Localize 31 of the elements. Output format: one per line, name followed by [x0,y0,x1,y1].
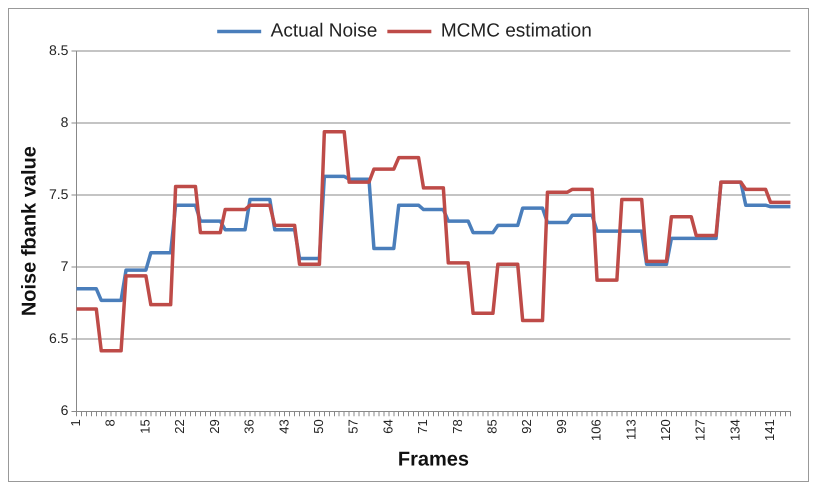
x-axis-title: Frames [398,448,470,471]
x-tick-label: 50 [310,419,326,434]
x-tick-label: 141 [762,419,778,442]
x-tick-label: 120 [658,419,674,442]
legend-label: MCMC estimation [440,20,592,42]
y-tick-label: 8 [60,114,69,130]
x-tick-label: 57 [346,419,361,434]
x-tick-label: 1 [68,419,84,427]
x-tick-label: 113 [623,419,638,440]
x-tick-label: 8 [102,419,118,427]
x-tick-label: 106 [588,419,604,442]
y-axis-title: Noise fbank value [18,146,41,316]
x-tick-label: 15 [137,419,152,434]
x-tick-label: 78 [450,419,465,434]
y-tick-label: 7 [60,258,69,274]
x-tick-label: 99 [554,419,569,434]
y-tick-label: 7.5 [48,186,69,202]
y-tick-label: 6.5 [48,330,69,346]
y-tick-label: 8.5 [48,42,69,58]
x-tick-label: 29 [206,419,222,434]
x-tick-label: 64 [380,419,396,434]
x-tick-label: 43 [276,419,292,434]
x-tick-label: 92 [519,419,534,434]
legend-label: Actual Noise [270,20,378,42]
x-tick-label: 127 [692,419,708,442]
y-tick-label: 6 [60,402,69,418]
x-tick-label: 22 [172,419,188,434]
x-tick-label: 71 [415,419,430,434]
x-tick-label: 36 [242,419,257,434]
x-tick-label: 134 [727,419,742,442]
x-tick-label: 85 [484,419,500,434]
